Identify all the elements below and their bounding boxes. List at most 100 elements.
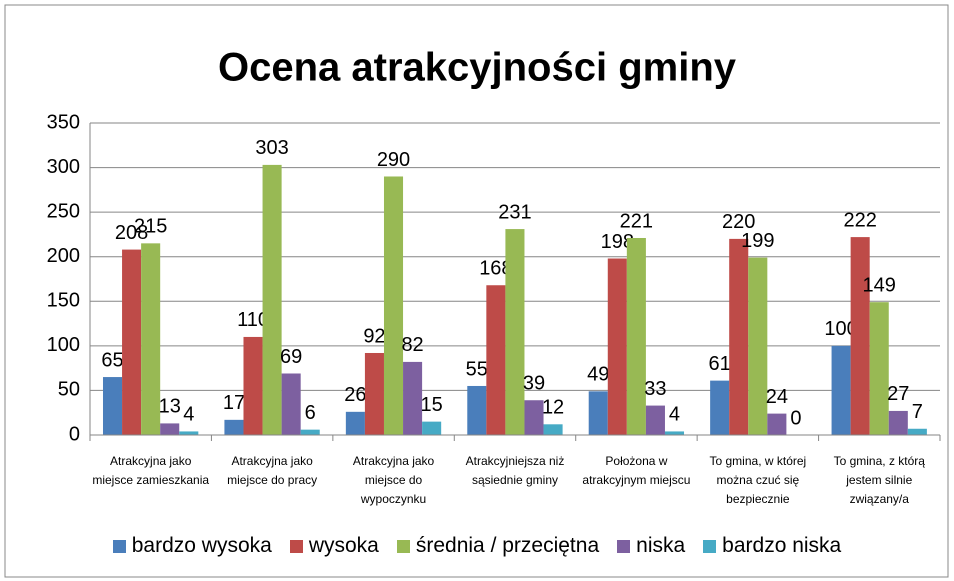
- y-tick-label: 200: [47, 245, 80, 267]
- legend-swatch: [617, 539, 631, 553]
- bar: [505, 229, 525, 435]
- legend-label: niska: [636, 534, 686, 557]
- data-label: 198: [601, 231, 634, 253]
- bar: [626, 237, 646, 435]
- x-tick-label: Położona w atrakcyjnym miejscu: [582, 454, 691, 487]
- legend-swatch: [112, 539, 126, 553]
- bar: [467, 385, 487, 435]
- data-label: 222: [843, 209, 876, 231]
- y-tick-label: 150: [47, 290, 80, 312]
- data-label: 4: [669, 404, 680, 426]
- legend-swatch: [703, 539, 717, 553]
- data-label: 7: [912, 401, 923, 423]
- bar: [645, 405, 665, 435]
- bar: [243, 336, 263, 435]
- x-tick-label: To gmina, w której można czuć się bezpie…: [709, 454, 807, 506]
- data-label: 231: [498, 201, 531, 223]
- legend-swatch: [396, 539, 410, 553]
- data-label: 26: [344, 384, 366, 406]
- bar: [869, 302, 889, 435]
- data-label: 55: [466, 358, 488, 380]
- bar: [122, 249, 142, 435]
- x-tick-label: To gmina, z którą jestem silnie związany…: [833, 454, 925, 506]
- bar: [710, 380, 730, 435]
- bar: [281, 373, 301, 435]
- data-label: 6: [305, 402, 316, 424]
- bar: [364, 352, 384, 435]
- data-label: 4: [183, 404, 194, 426]
- data-label: 220: [722, 211, 755, 233]
- x-tick-label: Atrakcyjna jako miejsce do wypoczynku: [352, 454, 435, 506]
- legend-item: średnia / przeciętna: [396, 534, 600, 558]
- data-label: 49: [587, 364, 609, 386]
- data-label: 39: [523, 373, 545, 395]
- bar: [262, 164, 282, 435]
- bar: [888, 410, 908, 435]
- data-label: 92: [363, 325, 385, 347]
- legend-item: bardzo wysoka: [112, 534, 272, 558]
- bar: [486, 285, 506, 435]
- legend-swatch: [289, 539, 303, 553]
- bar: [179, 431, 199, 435]
- data-label: 17: [223, 392, 245, 414]
- bar: [850, 237, 870, 435]
- data-label: 65: [101, 349, 123, 371]
- legend-item: bardzo niska: [703, 534, 841, 558]
- bar: [748, 257, 768, 435]
- data-label: 15: [421, 394, 443, 416]
- bar: [729, 238, 749, 435]
- bar: [831, 345, 851, 435]
- data-label: 24: [766, 386, 788, 408]
- bar: [403, 361, 423, 435]
- data-label: 303: [255, 137, 288, 159]
- bar: [102, 377, 123, 435]
- bar: [767, 413, 787, 435]
- data-label: 13: [159, 396, 181, 418]
- data-label: 110: [237, 309, 269, 331]
- bar: [345, 411, 365, 435]
- data-label: 0: [790, 407, 801, 429]
- bar: [383, 176, 404, 435]
- legend-label: bardzo wysoka: [131, 534, 272, 557]
- legend-label: średnia / przeciętna: [415, 534, 600, 557]
- legend-item: wysoka: [289, 534, 379, 558]
- data-label: 61: [709, 353, 731, 375]
- legend-label: bardzo niska: [722, 534, 842, 557]
- bar: [543, 424, 563, 435]
- data-label: 69: [280, 346, 302, 368]
- legend-item: niska: [617, 534, 685, 558]
- bar: [907, 428, 927, 435]
- chart-border: [4, 4, 949, 578]
- data-label: 100: [824, 318, 857, 340]
- x-tick-label: Atrakcyjniejsza niż sąsiednie gminy: [465, 454, 565, 487]
- bar: [224, 419, 244, 435]
- data-label: 149: [863, 274, 896, 296]
- data-label: 199: [741, 230, 774, 252]
- bar: [607, 258, 627, 435]
- data-label: 290: [377, 149, 410, 171]
- y-tick-label: 350: [47, 111, 80, 133]
- x-tick-label: Atrakcyjna jako miejsce do pracy: [227, 454, 318, 487]
- bar: [160, 423, 180, 435]
- y-tick-label: 0: [69, 423, 80, 445]
- data-label: 215: [134, 216, 167, 238]
- bar: [141, 243, 161, 435]
- y-tick-label: 250: [47, 200, 80, 222]
- legend-label: wysoka: [308, 534, 379, 557]
- x-tick-label: Atrakcyjna jako miejsce zamieszkania: [92, 454, 210, 487]
- data-label: 27: [887, 383, 909, 405]
- chart-title: Ocena atrakcyjności gminy: [218, 46, 737, 90]
- y-tick-label: 100: [47, 334, 80, 356]
- data-label: 221: [620, 210, 653, 232]
- bar: [422, 421, 442, 435]
- bar: [524, 400, 544, 435]
- y-tick-label: 50: [58, 379, 80, 401]
- bar: [300, 429, 320, 435]
- y-tick-label: 300: [47, 156, 80, 178]
- data-label: 82: [401, 334, 423, 356]
- data-label: 168: [479, 258, 512, 280]
- legend: bardzo wysoka wysoka średnia / przeciętna n…: [0, 534, 954, 558]
- bar: [588, 391, 608, 435]
